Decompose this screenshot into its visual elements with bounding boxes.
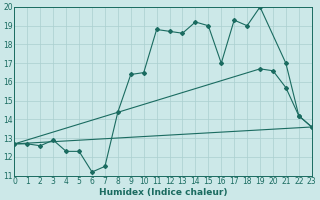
X-axis label: Humidex (Indice chaleur): Humidex (Indice chaleur): [99, 188, 227, 197]
